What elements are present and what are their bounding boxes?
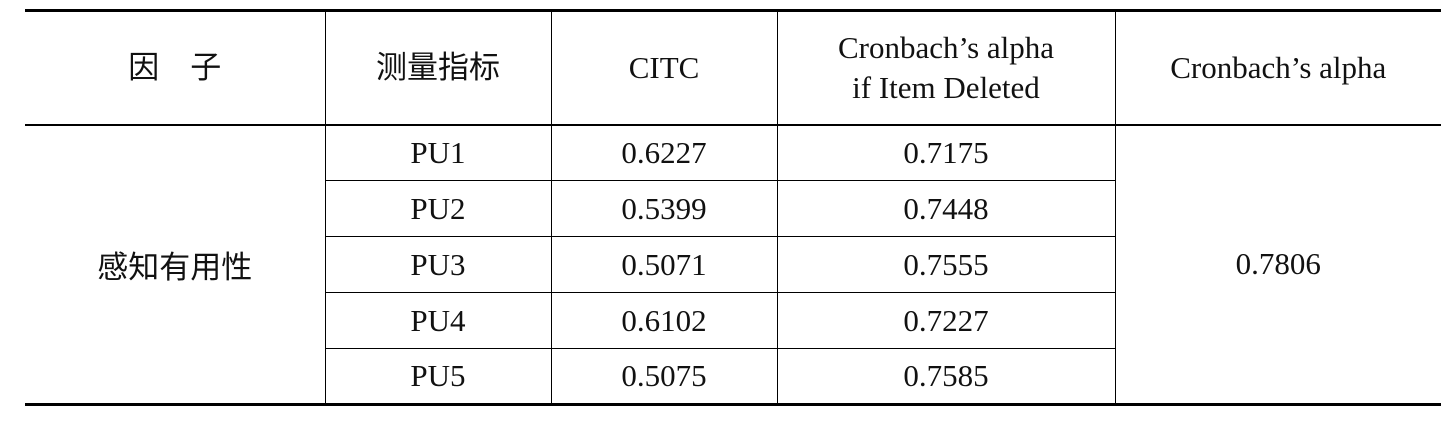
alpha-deleted-cell: 0.7555 (776, 236, 1115, 293)
header-cell: CITC (550, 9, 777, 126)
header-cell: 测量指标 (324, 9, 551, 126)
item-cell: PU2 (324, 180, 551, 237)
table-header: 因 子测量指标 CITC Cronbach’s alpha if Item Delet… (25, 9, 1441, 126)
factor-cell: 感知有用性 (25, 124, 325, 406)
citc-cell: 0.6227 (550, 124, 777, 181)
header-line: if Item Deleted (852, 69, 1040, 105)
table-row: PU3 0.5071 0.7555 (25, 236, 1441, 293)
alpha-deleted-cell: 0.7227 (776, 292, 1115, 349)
citc-cell: 0.6102 (550, 292, 777, 349)
alpha-deleted-cell: 0.7448 (776, 180, 1115, 237)
table-row: PU5 0.5075 0.7585 (25, 348, 1441, 406)
header-row: 因 子测量指标 CITC Cronbach’s alpha if Item Delet… (25, 9, 1441, 126)
item-cell: PU5 (324, 348, 551, 406)
item-cell: PU1 (324, 124, 551, 181)
header-cell: 因 子 (25, 9, 325, 126)
citc-cell: 0.5071 (550, 236, 777, 293)
reliability-table: 因 子测量指标 CITC Cronbach’s alpha if Item Delet… (25, 9, 1441, 406)
alpha-deleted-cell: 0.7585 (776, 348, 1115, 406)
item-cell: PU3 (324, 236, 551, 293)
citc-cell: 0.5399 (550, 180, 777, 237)
citc-cell: 0.5075 (550, 348, 777, 406)
alpha-cell: 0.7806 (1114, 124, 1441, 406)
table-row: 感知有用性 PU1 0.6227 0.7175 0.7806 (25, 124, 1441, 406)
header-cell: Cronbach’s alpha (1114, 9, 1441, 126)
alpha-deleted-cell: 0.7175 (776, 124, 1115, 181)
table-body: 感知有用性 PU1 0.6227 0.7175 0.7806 PU2 0.5399 0.744… (25, 124, 1441, 406)
header-line: Cronbach’s alpha (837, 29, 1055, 65)
table-row: PU4 0.6102 0.7227 (25, 292, 1441, 349)
header-cell: Cronbach’s alpha if Item Deleted (776, 9, 1115, 126)
item-cell: PU4 (324, 292, 551, 349)
table-row: PU2 0.5399 0.7448 (25, 180, 1441, 237)
